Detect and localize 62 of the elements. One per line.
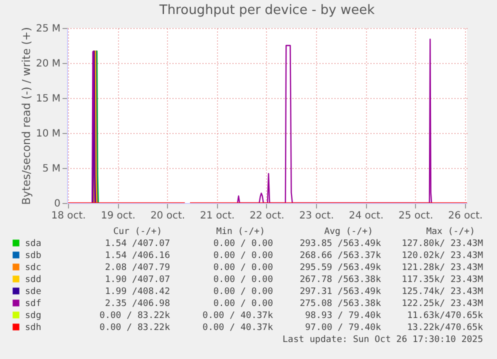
text: 268.66 /563.37k bbox=[300, 251, 382, 261]
x-tick-label: 23 oct. bbox=[299, 210, 334, 222]
text: Max (-/+) bbox=[426, 227, 475, 237]
y-tick-label: 10 M bbox=[36, 128, 60, 140]
text: Last update: Sun Oct 26 17:30:10 2025 bbox=[282, 335, 483, 345]
text: 2.08 /407.79 bbox=[104, 263, 170, 273]
legend-label: sdd bbox=[25, 275, 42, 285]
text: 275.08 /563.38k bbox=[300, 299, 382, 309]
text: 0.00 / 40.37k bbox=[202, 311, 274, 321]
text: 1.54 /407.07 bbox=[104, 239, 170, 249]
text: 0.00 / 0.00 bbox=[213, 287, 273, 297]
legend-label: sdb bbox=[25, 251, 42, 261]
x-tick-label: 22 oct. bbox=[250, 210, 284, 222]
x-tick-label: 21 oct. bbox=[200, 210, 235, 222]
text: 0.00 / 0.00 bbox=[213, 251, 273, 261]
legend-label: sdg bbox=[25, 311, 42, 321]
text: Min (-/+) bbox=[216, 227, 265, 237]
y-tick-label: 15 M bbox=[36, 94, 60, 104]
text: 0.00 / 0.00 bbox=[213, 239, 273, 249]
x-tick-label: 26 oct. bbox=[448, 210, 483, 222]
text: 0.00 / 0.00 bbox=[213, 263, 273, 273]
x-tick-label: 25 oct. bbox=[398, 210, 434, 222]
y-tick-label: 5 M bbox=[42, 164, 60, 174]
text: 0.00 / 83.22k bbox=[100, 323, 171, 333]
legend-label: sda bbox=[25, 239, 42, 249]
legend-label: sdc bbox=[25, 263, 42, 273]
legend-label: sdh bbox=[25, 323, 42, 333]
text: 0.00 / 0.00 bbox=[213, 299, 273, 309]
chart-title: Throughput per device - by week bbox=[158, 3, 376, 18]
x-tick-label: 20 oct. bbox=[150, 210, 186, 222]
text: 267.78 /563.38k bbox=[300, 275, 382, 285]
x-tick-label: 24 oct. bbox=[348, 210, 384, 222]
text: 293.85 /563.49k bbox=[300, 239, 382, 249]
text: 120.02k/ 23.43M bbox=[402, 251, 484, 261]
text: 1.90 /407.07 bbox=[104, 275, 170, 285]
text: 1.99 /408.42 bbox=[104, 287, 170, 297]
y-axis-title: Bytes/second read (-) / write (+) bbox=[20, 27, 33, 205]
text: 127.80k/ 23.43M bbox=[402, 239, 484, 249]
text: 0.00 / 83.22k bbox=[100, 311, 171, 321]
text: 98.93 / 79.40k bbox=[305, 311, 382, 321]
text: Cur (-/+) bbox=[113, 227, 162, 237]
text: 117.35k/ 23.43M bbox=[402, 275, 484, 285]
text: 297.31 /563.49k bbox=[300, 287, 382, 297]
y-tick-label: 20 M bbox=[36, 58, 60, 70]
legend-label: sde bbox=[25, 287, 42, 297]
text: 13.22k/470.65k bbox=[407, 323, 484, 333]
x-tick-label: 19 oct. bbox=[100, 210, 136, 222]
text: 125.74k/ 23.43M bbox=[402, 287, 484, 297]
y-tick-label: 25 M bbox=[36, 24, 60, 34]
text: 97.00 / 79.40k bbox=[305, 323, 382, 333]
text: 11.63k/470.65k bbox=[407, 311, 484, 321]
text: Avg (-/+) bbox=[324, 227, 373, 237]
text: 2.35 /406.98 bbox=[104, 299, 170, 309]
y-tick-label: 0 bbox=[54, 198, 60, 210]
text: 121.28k/ 23.43M bbox=[402, 263, 484, 273]
text: 0.00 / 40.37k bbox=[202, 323, 274, 333]
text: 122.25k/ 23.43M bbox=[402, 299, 484, 309]
legend-label: sdf bbox=[25, 299, 42, 309]
text: 0.00 / 0.00 bbox=[213, 275, 273, 285]
text: 1.54 /406.16 bbox=[104, 251, 170, 261]
x-tick-label: 18 oct. bbox=[51, 210, 86, 222]
text: 295.59 /563.49k bbox=[300, 263, 382, 273]
